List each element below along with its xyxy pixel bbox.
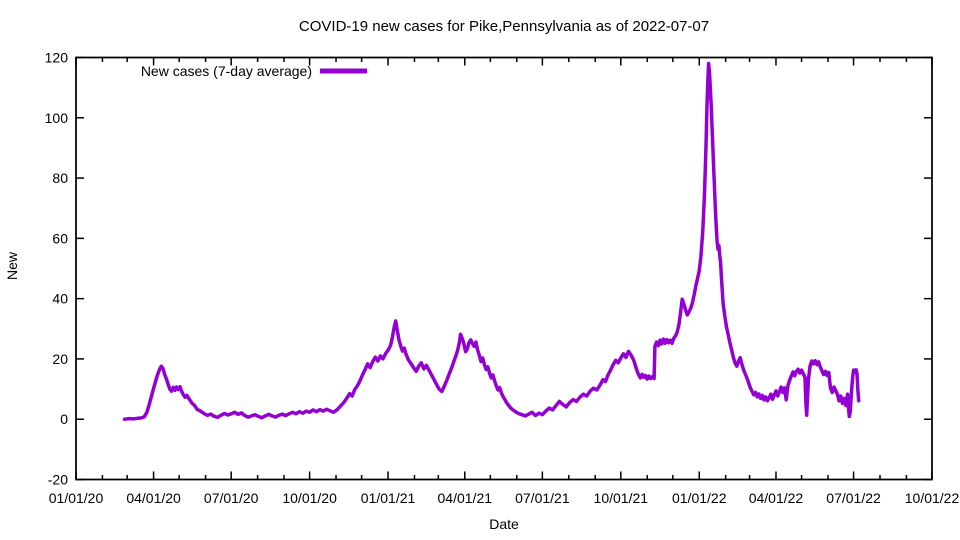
y-tick-label: -20 (48, 472, 68, 488)
y-tick-label: 0 (60, 411, 68, 427)
y-axis-label: New (4, 251, 20, 280)
y-tick-label: 40 (52, 291, 68, 307)
x-tick-label: 07/01/22 (826, 490, 881, 506)
y-tick-label: 80 (52, 170, 68, 186)
x-tick-label: 10/01/20 (282, 490, 337, 506)
x-tick-label: 04/01/20 (126, 490, 181, 506)
plot-border (75, 56, 933, 481)
y-tick-label: 20 (52, 351, 68, 367)
chart-title: COVID-19 new cases for Pike,Pennsylvania… (299, 18, 709, 35)
x-tick-label: 04/01/21 (438, 490, 493, 506)
x-tick-label: 04/01/22 (749, 490, 804, 506)
x-tick-label: 07/01/20 (204, 490, 259, 506)
legend-label: New cases (7-day average) (141, 63, 312, 79)
x-tick-label: 01/01/20 (49, 490, 104, 506)
x-tick-label: 07/01/21 (515, 490, 570, 506)
x-tick-label: 01/01/21 (361, 490, 416, 506)
x-tick-label: 01/01/22 (672, 490, 727, 506)
y-tick-label: 100 (45, 110, 69, 126)
x-tick-label: 10/01/22 (905, 490, 960, 506)
y-tick-label: 120 (45, 50, 69, 66)
y-tick-label: 60 (52, 230, 68, 246)
x-axis-label: Date (489, 516, 519, 532)
x-tick-label: 10/01/21 (594, 490, 649, 506)
series-line (122, 61, 861, 421)
